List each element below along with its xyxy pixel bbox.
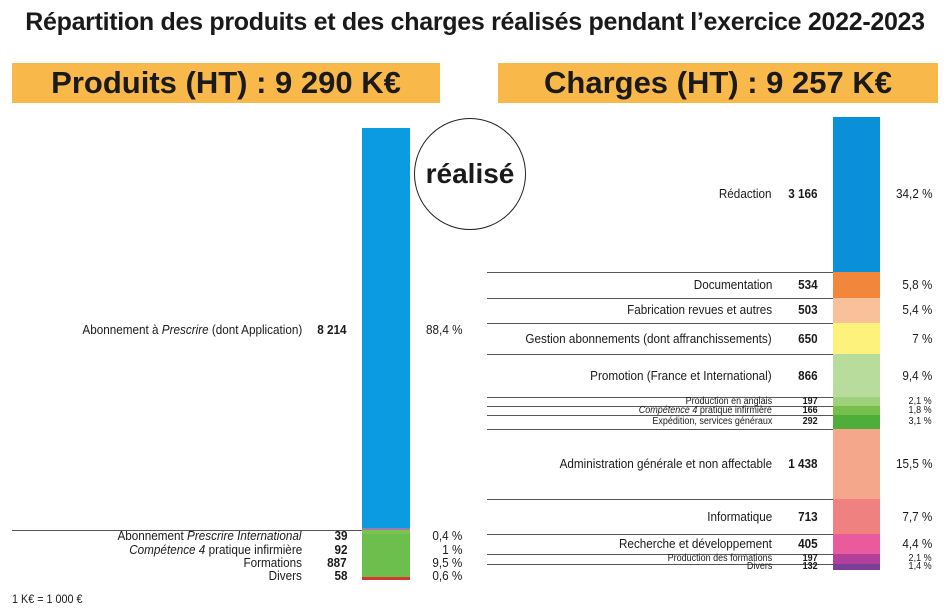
charges-separator (487, 414, 833, 416)
charges-separator (487, 563, 833, 565)
charges-separator (487, 499, 833, 501)
realise-stamp: réalisé (414, 118, 526, 230)
charges-label: Compétence 4 pratique infirmière (638, 404, 772, 416)
produits-percent: 0,6 % (432, 568, 462, 583)
charges-value: 713 (798, 508, 818, 524)
charges-label: Recherche et développement (619, 535, 772, 551)
charges-separator (487, 271, 833, 273)
produits-header: Produits (HT) : 9 290 K€ (12, 63, 440, 103)
produits-bar-segment (362, 529, 410, 534)
charges-percent: 15,5 % (895, 456, 932, 472)
charges-value: 3 166 (788, 186, 818, 202)
charges-bar-segment (833, 414, 880, 429)
charges-label: Promotion (France et International) (590, 367, 772, 383)
produits-value: 887 (327, 555, 347, 570)
charges-label: Production en anglais (685, 395, 772, 407)
charges-percent: 2,1 % (908, 395, 932, 407)
charges-bar-segment (833, 406, 880, 415)
produits-label: Compétence 4 pratique infirmière (129, 542, 302, 557)
produits-percent: 9,5 % (432, 555, 462, 570)
charges-value: 132 (802, 560, 818, 572)
charges-value: 650 (798, 330, 818, 346)
produits-value: 92 (333, 542, 347, 557)
charges-label: Expédition, services généraux (651, 415, 772, 427)
charges-percent: 7,7 % (902, 508, 932, 524)
charges-bar-segment (833, 271, 880, 299)
charges-percent: 2,1 % (908, 552, 932, 564)
charges-value: 197 (802, 552, 818, 564)
charges-label: Gestion abonnements (dont affranchisseme… (525, 330, 772, 346)
produits-percent: 88,4 % (425, 322, 462, 337)
produits-bar-segment (362, 128, 410, 528)
charges-percent: 1,8 % (908, 404, 932, 416)
charges-bar-segment (833, 428, 880, 500)
charges-value: 197 (802, 395, 818, 407)
charges-percent: 7 % (911, 330, 932, 346)
produits-label: Divers (268, 568, 302, 583)
charges-bar-segment (833, 117, 880, 272)
charges-separator (487, 354, 833, 356)
produits-bar-segment (362, 577, 410, 580)
charges-value: 1 438 (788, 456, 818, 472)
charges-percent: 3,1 % (908, 415, 932, 427)
produits-bar-segment (362, 527, 410, 530)
charges-separator (487, 428, 833, 430)
charges-label: Production des formations (667, 552, 772, 564)
charges-separator (487, 553, 833, 555)
charges-bar-segment (833, 354, 880, 397)
footnote: 1 K€ = 1 000 € (12, 592, 83, 606)
charges-percent: 9,4 % (902, 367, 932, 383)
charges-bar-segment (833, 553, 880, 564)
charges-label: Divers (746, 560, 772, 572)
produits-value: 39 (333, 528, 347, 543)
produits-label: Abonnement Prescrire International (117, 528, 302, 543)
chart-title: Répartition des produits et des charges … (25, 8, 925, 36)
charges-bar-segment (833, 298, 880, 323)
charges-percent: 5,8 % (902, 276, 932, 292)
charges-value: 405 (798, 535, 818, 551)
produits-value: 8 214 (317, 322, 347, 337)
charges-label: Informatique (706, 508, 772, 524)
charges-percent: 5,4 % (902, 302, 932, 318)
charges-value: 503 (798, 302, 818, 318)
charges-label: Fabrication revues et autres (626, 302, 772, 318)
charges-separator (487, 396, 833, 398)
charges-value: 292 (802, 415, 818, 427)
charges-separator (487, 534, 833, 536)
produits-percent: 0,4 % (432, 528, 462, 543)
charges-percent: 1,4 % (908, 560, 932, 572)
produits-value: 58 (333, 568, 347, 583)
charges-bar-segment (833, 563, 880, 570)
charges-bar-segment (833, 322, 880, 355)
charges-percent: 34,2 % (895, 186, 932, 202)
charges-bar-segment (833, 499, 880, 535)
produits-label: Formations (243, 555, 302, 570)
charges-value: 166 (802, 404, 818, 416)
charges-value: 866 (798, 367, 818, 383)
charges-percent: 4,4 % (902, 535, 932, 551)
charges-separator (487, 322, 833, 324)
produits-bar-segment (362, 534, 410, 578)
charges-bar-segment (833, 396, 880, 407)
charges-header: Charges (HT) : 9 257 K€ (498, 63, 938, 103)
produits-percent: 1 % (441, 542, 462, 557)
charges-separator (487, 298, 833, 300)
charges-bar-segment (833, 534, 880, 554)
charges-separator (487, 406, 833, 408)
charges-label: Documentation (693, 276, 772, 292)
charges-label: Administration générale et non affectabl… (559, 456, 772, 472)
charges-label: Rédaction (719, 186, 772, 202)
charges-value: 534 (798, 276, 818, 292)
produits-separator (12, 530, 362, 531)
produits-label: Abonnement à Prescrire (dont Application… (82, 322, 302, 337)
